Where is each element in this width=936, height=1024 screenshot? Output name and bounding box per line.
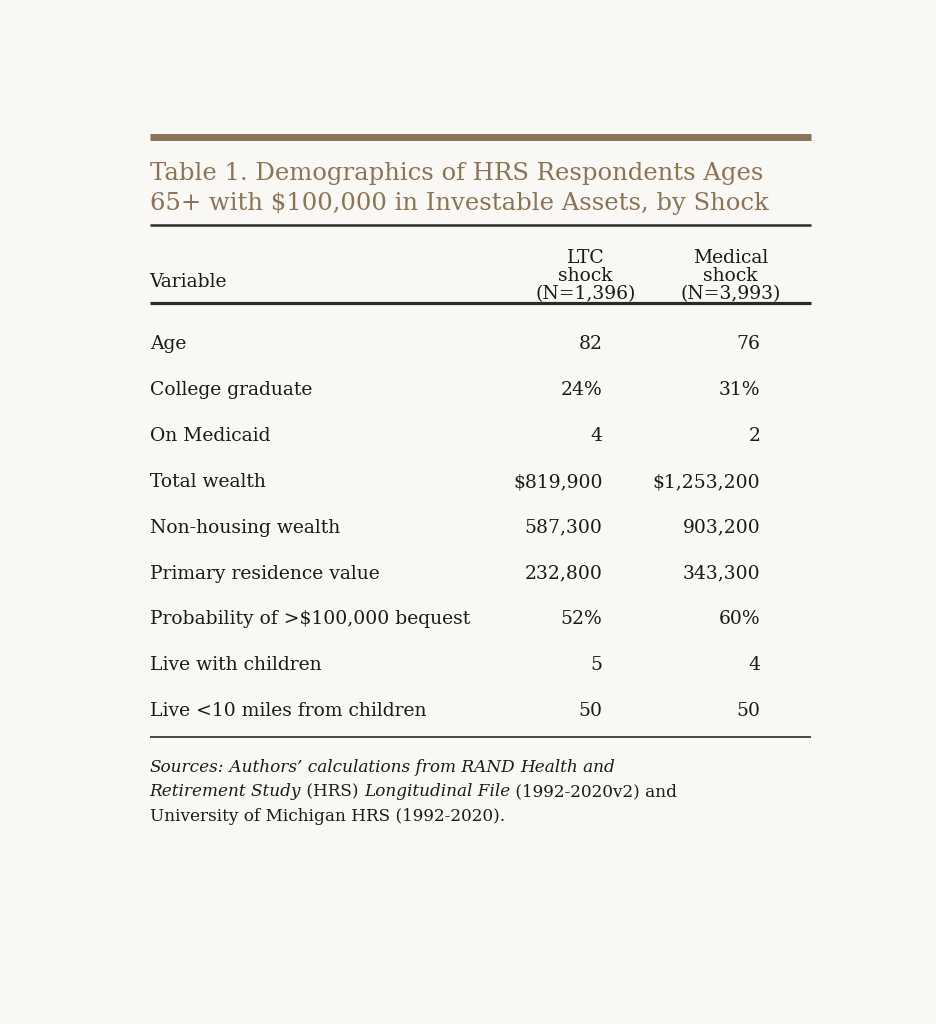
Text: Authors’ calculations from RAND: Authors’ calculations from RAND [224,759,519,775]
Text: $1,253,200: $1,253,200 [651,473,759,490]
Text: (N=1,396): (N=1,396) [534,286,635,303]
Text: 903,200: 903,200 [681,519,759,537]
Text: Medical: Medical [693,249,768,267]
Text: 24%: 24% [561,381,602,399]
Text: Retirement Study: Retirement Study [150,783,300,800]
Text: (1992-2020v2) and: (1992-2020v2) and [509,783,677,800]
Text: 82: 82 [578,336,602,353]
Text: (HRS): (HRS) [300,783,363,800]
Text: Table 1. Demographics of HRS Respondents Ages: Table 1. Demographics of HRS Respondents… [150,163,762,185]
Text: Live with children: Live with children [150,656,321,674]
Text: 60%: 60% [718,610,759,629]
Text: 343,300: 343,300 [681,564,759,583]
Text: Probability of >$100,000 bequest: Probability of >$100,000 bequest [150,610,470,629]
Text: 4: 4 [590,427,602,445]
Text: Longitudinal File: Longitudinal File [363,783,509,800]
Text: 5: 5 [590,656,602,674]
Text: Total wealth: Total wealth [150,473,265,490]
Text: Live <10 miles from children: Live <10 miles from children [150,702,426,720]
Text: Non-housing wealth: Non-housing wealth [150,519,340,537]
Text: 232,800: 232,800 [524,564,602,583]
Text: 50: 50 [578,702,602,720]
Text: 587,300: 587,300 [524,519,602,537]
Text: shock: shock [558,267,612,285]
Text: Age: Age [150,336,186,353]
Text: College graduate: College graduate [150,381,312,399]
Text: (N=3,993): (N=3,993) [680,286,780,303]
Text: Variable: Variable [150,272,227,291]
Text: Health and: Health and [519,759,614,775]
Text: 76: 76 [736,336,759,353]
Text: 4: 4 [747,656,759,674]
Text: $819,900: $819,900 [513,473,602,490]
Text: Sources:: Sources: [150,759,224,775]
Text: On Medicaid: On Medicaid [150,427,270,445]
Text: 52%: 52% [561,610,602,629]
Text: shock: shock [703,267,757,285]
Text: University of Michigan HRS (1992-2020).: University of Michigan HRS (1992-2020). [150,808,505,824]
Text: LTC: LTC [566,249,604,267]
Text: Primary residence value: Primary residence value [150,564,379,583]
Text: 65+ with $100,000 in Investable Assets, by Shock: 65+ with $100,000 in Investable Assets, … [150,193,768,215]
Text: 2: 2 [747,427,759,445]
Text: 50: 50 [736,702,759,720]
Text: 31%: 31% [718,381,759,399]
